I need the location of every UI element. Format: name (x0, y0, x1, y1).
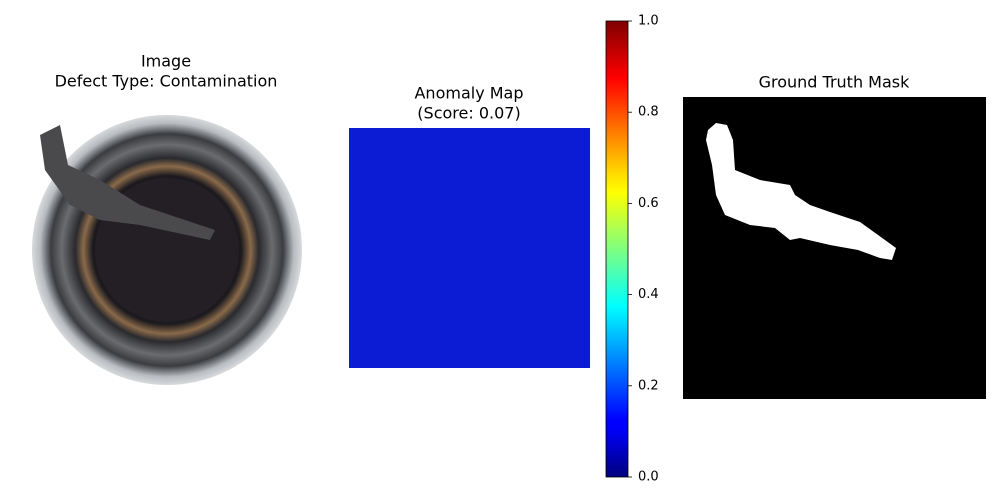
colorbar-tick-label: 1.0 (638, 14, 659, 29)
panel-title: Defect Type: Contamination (55, 72, 278, 91)
panel-title: (Score: 0.07) (417, 104, 520, 123)
colorbar-tick-label: 0.8 (638, 105, 659, 120)
ground-truth-mask (683, 97, 986, 399)
colorbar-tick-label: 0.4 (638, 287, 659, 302)
colorbar-tick-label: 0.2 (638, 378, 659, 393)
panel-title: Image (141, 52, 191, 71)
panel-title: Ground Truth Mask (759, 73, 911, 92)
colorbar (605, 20, 629, 478)
photo (32, 115, 302, 385)
panel-title: Anomaly Map (414, 84, 523, 103)
anomaly-map (349, 128, 590, 368)
colorbar-tick-label: 0.6 (638, 196, 659, 211)
colorbar-tick-label: 0.0 (638, 470, 659, 485)
